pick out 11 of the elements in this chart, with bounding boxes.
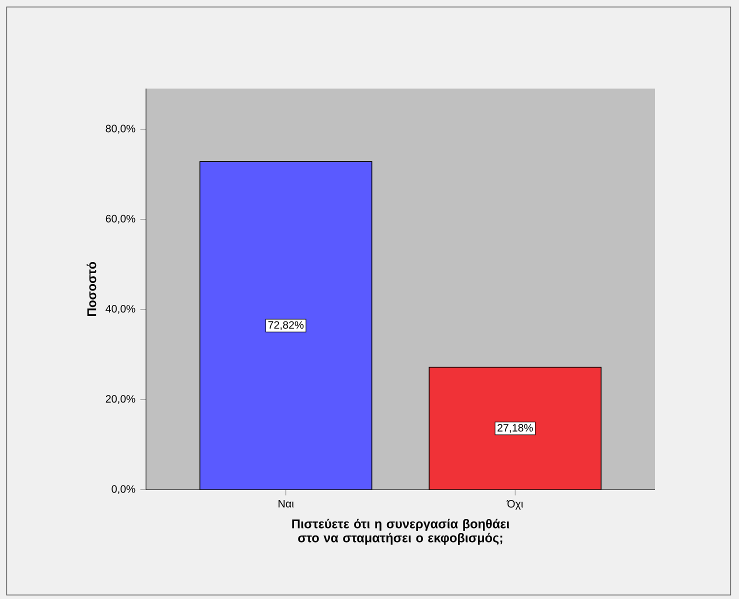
y-tick-label: 20,0% [106, 395, 136, 404]
x-tick-label: Όχι [506, 500, 523, 510]
x-tick-label: Ναι [278, 500, 294, 508]
y-axis-title: Ποσοστό [86, 262, 96, 316]
y-tick-label: 60,0% [106, 214, 136, 224]
y-tick-label: 40,0% [106, 305, 136, 314]
data-label: 72,82% [268, 321, 304, 330]
y-tick-label: 80,0% [106, 124, 136, 134]
y-tick-label: 0,0% [112, 485, 136, 494]
x-axis-title: Πιστεύετε ότι η συνεργασία βοηθάει στο να σταματήσει ο εκφοβισμός; [292, 518, 510, 545]
data-label: 27,18% [498, 424, 533, 433]
